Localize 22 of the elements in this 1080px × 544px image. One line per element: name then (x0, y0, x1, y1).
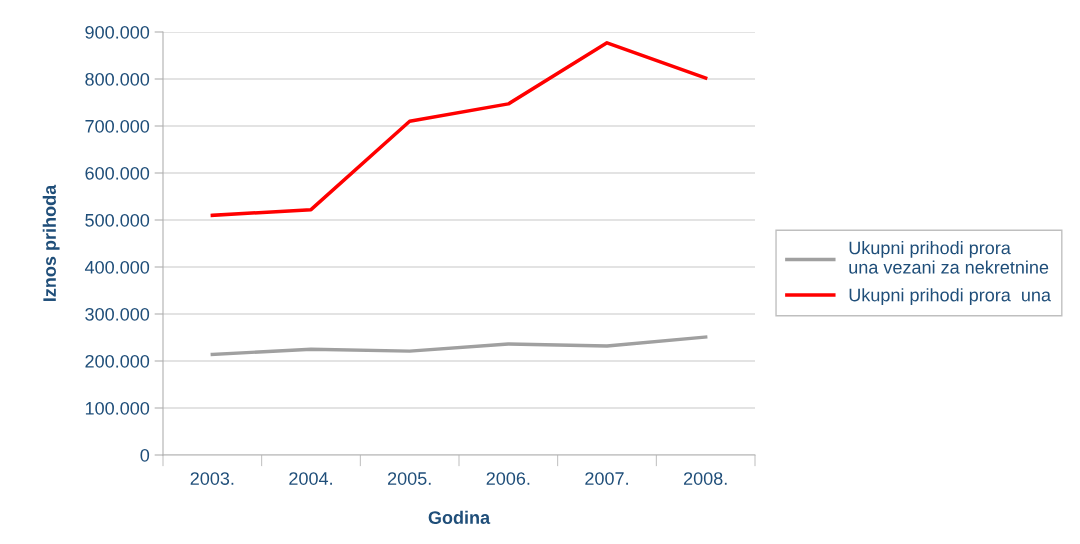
y-tick-label: 800.000 (85, 72, 150, 86)
y-tick-label: 700.000 (85, 119, 150, 133)
x-tick-label: 2007. (585, 472, 628, 485)
x-tick-label: 2006. (486, 472, 530, 485)
y-tick-label: 600.000 (85, 166, 150, 180)
x-tick-label: 2003. (190, 472, 234, 485)
y-tick-label: 400.000 (84, 260, 150, 274)
x-tick-label: 2005. (387, 472, 431, 485)
legend-label: Ukupni prihodi prora una (849, 288, 1051, 305)
y-tick-label: 100.000 (85, 401, 150, 415)
line-series (210, 335, 708, 357)
y-tick-label: 500.000 (85, 213, 150, 227)
legend-label: Ukupni prihodi prora una vezani za nekretnine (849, 241, 1049, 274)
x-axis-title: Godina (428, 510, 491, 524)
x-tick-label: 2004. (289, 472, 332, 485)
y-tick-label: 0 (140, 448, 150, 462)
line-series (210, 41, 708, 218)
y-tick-label: 900.000 (85, 25, 150, 39)
x-tick-label: 2008. (683, 472, 727, 485)
y-axis-title: Iznos prihoda (42, 184, 60, 301)
y-tick-label: 300.000 (85, 307, 150, 321)
y-tick-label: 200.000 (85, 354, 150, 368)
